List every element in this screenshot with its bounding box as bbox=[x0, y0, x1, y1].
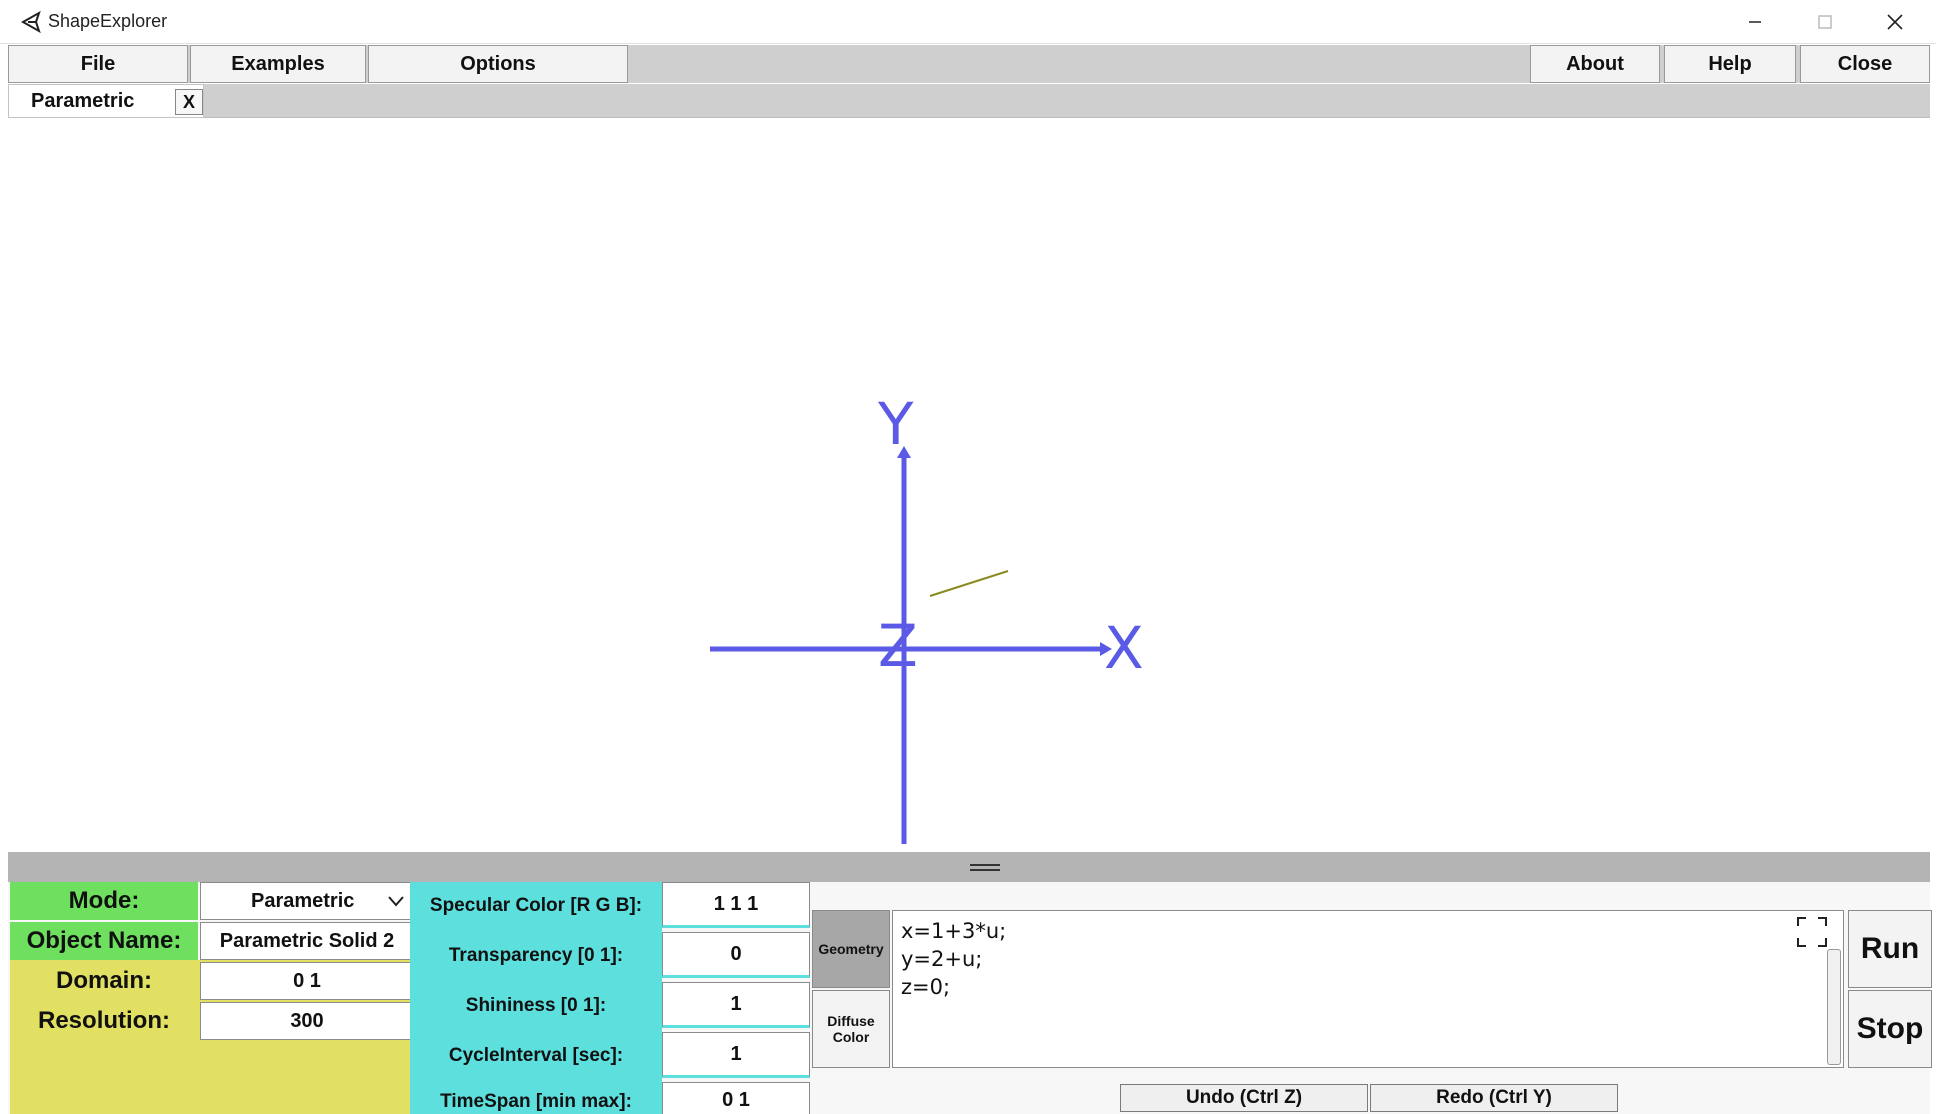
code-scrollbar[interactable] bbox=[1827, 949, 1841, 1065]
tab-label: Parametric bbox=[31, 90, 135, 112]
mode-dropdown-value: Parametric bbox=[251, 889, 355, 912]
panel-splitter[interactable] bbox=[8, 852, 1930, 882]
transparency-label: Transparency [0 1]: bbox=[448, 945, 624, 966]
examples-menu-button[interactable]: Examples bbox=[190, 45, 366, 83]
mode-label: Mode: bbox=[10, 882, 198, 920]
time-span-input[interactable]: 0 1 bbox=[662, 1082, 810, 1114]
tab-parametric[interactable]: Parametric X bbox=[8, 84, 204, 118]
close-icon bbox=[1887, 14, 1903, 30]
domain-label: Domain: bbox=[56, 967, 152, 994]
transparency-input[interactable]: 0 bbox=[662, 932, 810, 978]
window-close-button[interactable] bbox=[1860, 0, 1930, 44]
properties-panel: Specular Color [R G B]: 1 1 1 Transparen… bbox=[410, 882, 814, 1114]
resolution-label: Resolution: bbox=[38, 1007, 170, 1034]
x-axis-label: X bbox=[1104, 614, 1144, 682]
parametric-curve bbox=[929, 570, 1009, 597]
y-axis-arrow bbox=[897, 446, 911, 458]
diffuse-color-line2: Color bbox=[832, 1029, 870, 1045]
options-menu-button[interactable]: Options bbox=[368, 45, 628, 83]
file-menu-button[interactable]: File bbox=[8, 45, 188, 83]
code-line: x=1+3*u; bbox=[901, 919, 1007, 943]
shininess-input[interactable]: 1 bbox=[662, 982, 810, 1028]
undo-button[interactable]: Undo (Ctrl Z) bbox=[1120, 1084, 1368, 1112]
time-span-label: TimeSpan [min max]: bbox=[440, 1091, 632, 1112]
specular-color-label: Specular Color [R G B]: bbox=[429, 895, 643, 916]
3d-viewport[interactable]: Y X Z bbox=[8, 118, 1930, 852]
object-name-input[interactable]: Parametric Solid 2 bbox=[200, 922, 414, 960]
expand-icon[interactable] bbox=[1795, 915, 1829, 949]
z-axis-label: Z bbox=[878, 612, 918, 680]
shininess-label: Shininess [0 1]: bbox=[465, 995, 607, 1016]
help-button[interactable]: Help bbox=[1664, 45, 1796, 83]
tab-close-button[interactable]: X bbox=[175, 89, 203, 115]
window-title: ShapeExplorer bbox=[48, 11, 168, 31]
title-bar: ShapeExplorer bbox=[0, 0, 1936, 44]
chevron-down-icon bbox=[388, 896, 404, 907]
code-line: z=0; bbox=[901, 975, 951, 999]
menu-bar: File Examples Options About Help Close bbox=[8, 45, 1930, 83]
cycle-interval-label: CycleInterval [sec]: bbox=[448, 1045, 624, 1066]
axes-canvas bbox=[710, 446, 1112, 844]
maximize-button[interactable] bbox=[1790, 0, 1860, 44]
control-panel: Mode: Parametric Object Name: Parametric… bbox=[8, 882, 1932, 1114]
stop-button[interactable]: Stop bbox=[1848, 990, 1932, 1068]
code-line: y=2+u; bbox=[901, 947, 983, 971]
about-button[interactable]: About bbox=[1530, 45, 1660, 83]
code-editor[interactable]: x=1+3*u; y=2+u; z=0; bbox=[892, 910, 1844, 1068]
close-button[interactable]: Close bbox=[1800, 45, 1930, 83]
redo-button[interactable]: Redo (Ctrl Y) bbox=[1370, 1084, 1618, 1112]
tab-strip: Parametric X bbox=[8, 84, 1930, 118]
minimize-icon bbox=[1749, 21, 1761, 23]
y-axis-label: Y bbox=[878, 390, 914, 458]
maximize-icon bbox=[1818, 15, 1832, 29]
diffuse-color-line1: Diffuse bbox=[827, 1013, 875, 1029]
object-name-label: Object Name: bbox=[10, 922, 198, 960]
run-button[interactable]: Run bbox=[1848, 910, 1932, 988]
splitter-grip-icon[interactable] bbox=[970, 864, 1000, 871]
diffuse-color-tab-button[interactable]: Diffuse Color bbox=[812, 990, 890, 1068]
geometry-tab-button[interactable]: Geometry bbox=[812, 910, 890, 988]
properties-background bbox=[410, 882, 662, 1114]
domain-input[interactable]: 0 1 bbox=[200, 962, 414, 1000]
x-axis-arrow bbox=[1100, 642, 1112, 656]
cycle-interval-input[interactable]: 1 bbox=[662, 1032, 810, 1078]
mode-dropdown[interactable]: Parametric bbox=[200, 882, 414, 920]
specular-color-input[interactable]: 1 1 1 bbox=[662, 882, 810, 928]
unity-logo-icon bbox=[20, 10, 41, 34]
minimize-button[interactable] bbox=[1720, 0, 1790, 44]
resolution-input[interactable]: 300 bbox=[200, 1002, 414, 1040]
